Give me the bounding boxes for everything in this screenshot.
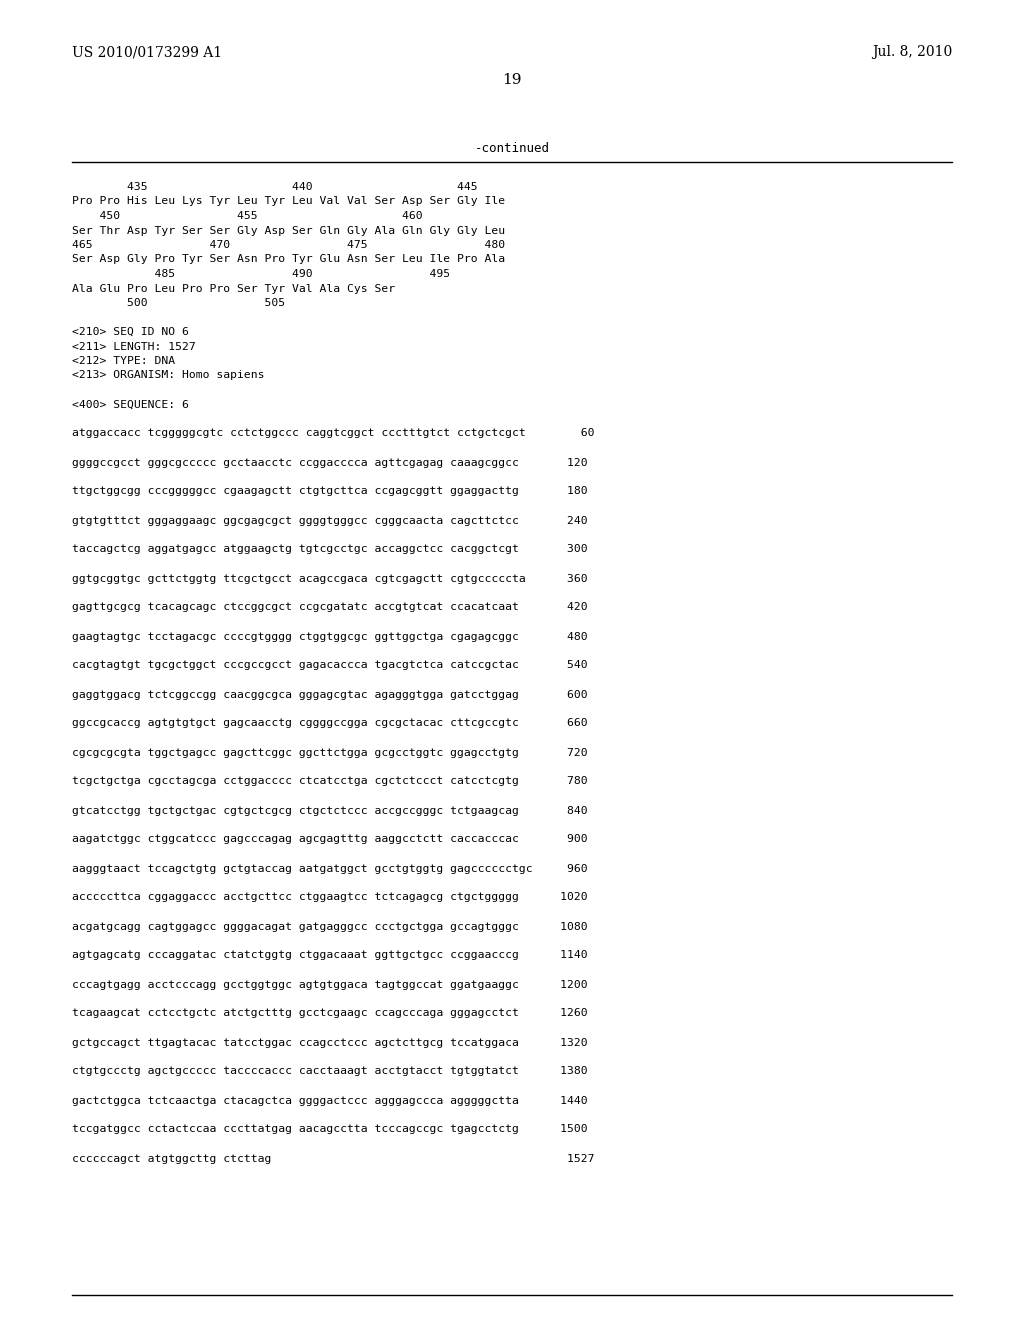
Text: ctgtgccctg agctgccccc taccccaccc cacctaaagt acctgtacct tgtggtatct      1380: ctgtgccctg agctgccccc taccccaccc cacctaa…	[72, 1067, 588, 1077]
Text: ttgctggcgg cccgggggcc cgaagagctt ctgtgcttca ccgagcggtt ggaggacttg       180: ttgctggcgg cccgggggcc cgaagagctt ctgtgct…	[72, 487, 588, 496]
Text: aagatctggc ctggcatccc gagcccagag agcgagtttg aaggcctctt caccacccac       900: aagatctggc ctggcatccc gagcccagag agcgagt…	[72, 834, 588, 845]
Text: gactctggca tctcaactga ctacagctca ggggactccc agggagccca agggggctta      1440: gactctggca tctcaactga ctacagctca ggggact…	[72, 1096, 588, 1106]
Text: <210> SEQ ID NO 6: <210> SEQ ID NO 6	[72, 327, 188, 337]
Text: 435                     440                     445: 435 440 445	[72, 182, 477, 191]
Text: ggccgcaccg agtgtgtgct gagcaacctg cggggccgga cgcgctacac cttcgccgtc       660: ggccgcaccg agtgtgtgct gagcaacctg cggggcc…	[72, 718, 588, 729]
Text: Ala Glu Pro Leu Pro Pro Ser Tyr Val Ala Cys Ser: Ala Glu Pro Leu Pro Pro Ser Tyr Val Ala …	[72, 284, 395, 293]
Text: agtgagcatg cccaggatac ctatctggtg ctggacaaat ggttgctgcc ccggaacccg      1140: agtgagcatg cccaggatac ctatctggtg ctggaca…	[72, 950, 588, 961]
Text: Pro Pro His Leu Lys Tyr Leu Tyr Leu Val Val Ser Asp Ser Gly Ile: Pro Pro His Leu Lys Tyr Leu Tyr Leu Val …	[72, 197, 505, 206]
Text: Ser Asp Gly Pro Tyr Ser Asn Pro Tyr Glu Asn Ser Leu Ile Pro Ala: Ser Asp Gly Pro Tyr Ser Asn Pro Tyr Glu …	[72, 255, 505, 264]
Text: US 2010/0173299 A1: US 2010/0173299 A1	[72, 45, 222, 59]
Text: <213> ORGANISM: Homo sapiens: <213> ORGANISM: Homo sapiens	[72, 371, 264, 380]
Text: gctgccagct ttgagtacac tatcctggac ccagcctccc agctcttgcg tccatggaca      1320: gctgccagct ttgagtacac tatcctggac ccagcct…	[72, 1038, 588, 1048]
Text: 465                 470                 475                 480: 465 470 475 480	[72, 240, 505, 249]
Text: cacgtagtgt tgcgctggct cccgccgcct gagacaccca tgacgtctca catccgctac       540: cacgtagtgt tgcgctggct cccgccgcct gagacac…	[72, 660, 588, 671]
Text: gagttgcgcg tcacagcagc ctccggcgct ccgcgatatc accgtgtcat ccacatcaat       420: gagttgcgcg tcacagcagc ctccggcgct ccgcgat…	[72, 602, 588, 612]
Text: taccagctcg aggatgagcc atggaagctg tgtcgcctgc accaggctcc cacggctcgt       300: taccagctcg aggatgagcc atggaagctg tgtcgcc…	[72, 544, 588, 554]
Text: Jul. 8, 2010: Jul. 8, 2010	[871, 45, 952, 59]
Text: 450                 455                     460: 450 455 460	[72, 211, 423, 220]
Text: tcgctgctga cgcctagcga cctggacccc ctcatcctga cgctctccct catcctcgtg       780: tcgctgctga cgcctagcga cctggacccc ctcatcc…	[72, 776, 588, 787]
Text: gaggtggacg tctcggccgg caacggcgca gggagcgtac agagggtgga gatcctggag       600: gaggtggacg tctcggccgg caacggcgca gggagcg…	[72, 689, 588, 700]
Text: -continued: -continued	[474, 141, 550, 154]
Text: ccccccagct atgtggcttg ctcttag                                           1527: ccccccagct atgtggcttg ctcttag 1527	[72, 1154, 595, 1163]
Text: 500                 505: 500 505	[72, 298, 285, 308]
Text: tccgatggcc cctactccaa cccttatgag aacagcctta tcccagccgc tgagcctctg      1500: tccgatggcc cctactccaa cccttatgag aacagcc…	[72, 1125, 588, 1134]
Text: Ser Thr Asp Tyr Ser Ser Gly Asp Ser Gln Gly Ala Gln Gly Gly Leu: Ser Thr Asp Tyr Ser Ser Gly Asp Ser Gln …	[72, 226, 505, 235]
Text: acgatgcagg cagtggagcc ggggacagat gatgagggcc ccctgctgga gccagtgggc      1080: acgatgcagg cagtggagcc ggggacagat gatgagg…	[72, 921, 588, 932]
Text: cgcgcgcgta tggctgagcc gagcttcggc ggcttctgga gcgcctggtc ggagcctgtg       720: cgcgcgcgta tggctgagcc gagcttcggc ggcttct…	[72, 747, 588, 758]
Text: ggtgcggtgc gcttctggtg ttcgctgcct acagccgaca cgtcgagctt cgtgcccccta      360: ggtgcggtgc gcttctggtg ttcgctgcct acagccg…	[72, 573, 588, 583]
Text: 485                 490                 495: 485 490 495	[72, 269, 451, 279]
Text: <212> TYPE: DNA: <212> TYPE: DNA	[72, 356, 175, 366]
Text: gtcatcctgg tgctgctgac cgtgctcgcg ctgctctccc accgccgggc tctgaagcag       840: gtcatcctgg tgctgctgac cgtgctcgcg ctgctct…	[72, 805, 588, 816]
Text: acccccttca cggaggaccc acctgcttcc ctggaagtcc tctcagagcg ctgctggggg      1020: acccccttca cggaggaccc acctgcttcc ctggaag…	[72, 892, 588, 903]
Text: aagggtaact tccagctgtg gctgtaccag aatgatggct gcctgtggtg gagcccccctgc     960: aagggtaact tccagctgtg gctgtaccag aatgatg…	[72, 863, 588, 874]
Text: ggggccgcct gggcgccccc gcctaacctc ccggacccca agttcgagag caaagcggcc       120: ggggccgcct gggcgccccc gcctaacctc ccggacc…	[72, 458, 588, 467]
Text: <400> SEQUENCE: 6: <400> SEQUENCE: 6	[72, 400, 188, 409]
Text: atggaccacc tcgggggcgtc cctctggccc caggtcggct ccctttgtct cctgctcgct        60: atggaccacc tcgggggcgtc cctctggccc caggtc…	[72, 429, 595, 438]
Text: tcagaagcat cctcctgctc atctgctttg gcctcgaagc ccagcccaga gggagcctct      1260: tcagaagcat cctcctgctc atctgctttg gcctcga…	[72, 1008, 588, 1019]
Text: gaagtagtgc tcctagacgc ccccgtgggg ctggtggcgc ggttggctga cgagagcggc       480: gaagtagtgc tcctagacgc ccccgtgggg ctggtgg…	[72, 631, 588, 642]
Text: <211> LENGTH: 1527: <211> LENGTH: 1527	[72, 342, 196, 351]
Text: cccagtgagg acctcccagg gcctggtggc agtgtggaca tagtggccat ggatgaaggc      1200: cccagtgagg acctcccagg gcctggtggc agtgtgg…	[72, 979, 588, 990]
Text: gtgtgtttct gggaggaagc ggcgagcgct ggggtgggcc cgggcaacta cagcttctcc       240: gtgtgtttct gggaggaagc ggcgagcgct ggggtgg…	[72, 516, 588, 525]
Text: 19: 19	[502, 73, 522, 87]
